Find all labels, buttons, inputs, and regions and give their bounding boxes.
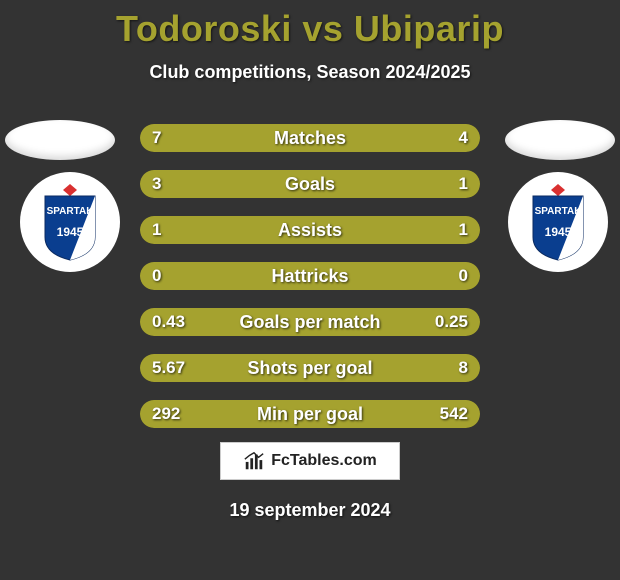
svg-text:SPARTAK: SPARTAK	[47, 206, 95, 217]
stat-label: Matches	[140, 124, 480, 152]
date-label: 19 september 2024	[0, 500, 620, 521]
source-badge: FcTables.com	[220, 442, 400, 480]
page-subtitle: Club competitions, Season 2024/2025	[0, 62, 620, 83]
player-photo-right	[505, 120, 615, 160]
page-title: Todoroski vs Ubiparip	[0, 0, 620, 50]
stat-row: 5.678Shots per goal	[140, 354, 480, 382]
svg-text:1945: 1945	[545, 225, 572, 239]
infographic-root: Todoroski vs Ubiparip Club competitions,…	[0, 0, 620, 580]
stat-label: Min per goal	[140, 400, 480, 428]
player-photo-left	[5, 120, 115, 160]
stat-label: Goals	[140, 170, 480, 198]
stat-row: 74Matches	[140, 124, 480, 152]
svg-text:1945: 1945	[57, 225, 84, 239]
stat-row: 00Hattricks	[140, 262, 480, 290]
source-label: FcTables.com	[271, 452, 377, 470]
svg-text:SPARTAK: SPARTAK	[535, 206, 583, 217]
stat-row: 11Assists	[140, 216, 480, 244]
chart-icon	[243, 450, 265, 472]
stat-label: Hattricks	[140, 262, 480, 290]
stats-bars: 74Matches 31Goals 11Assists 00Hattricks 0.43…	[140, 124, 480, 446]
stat-row: 31Goals	[140, 170, 480, 198]
stat-label: Assists	[140, 216, 480, 244]
spartak-crest-icon: SPARTAK 1945	[35, 182, 105, 262]
stat-row: 292542Min per goal	[140, 400, 480, 428]
club-crest-left: SPARTAK 1945	[20, 172, 120, 272]
spartak-crest-icon: SPARTAK 1945	[523, 182, 593, 262]
stat-label: Shots per goal	[140, 354, 480, 382]
stat-row: 0.430.25Goals per match	[140, 308, 480, 336]
stat-label: Goals per match	[140, 308, 480, 336]
club-crest-right: SPARTAK 1945	[508, 172, 608, 272]
